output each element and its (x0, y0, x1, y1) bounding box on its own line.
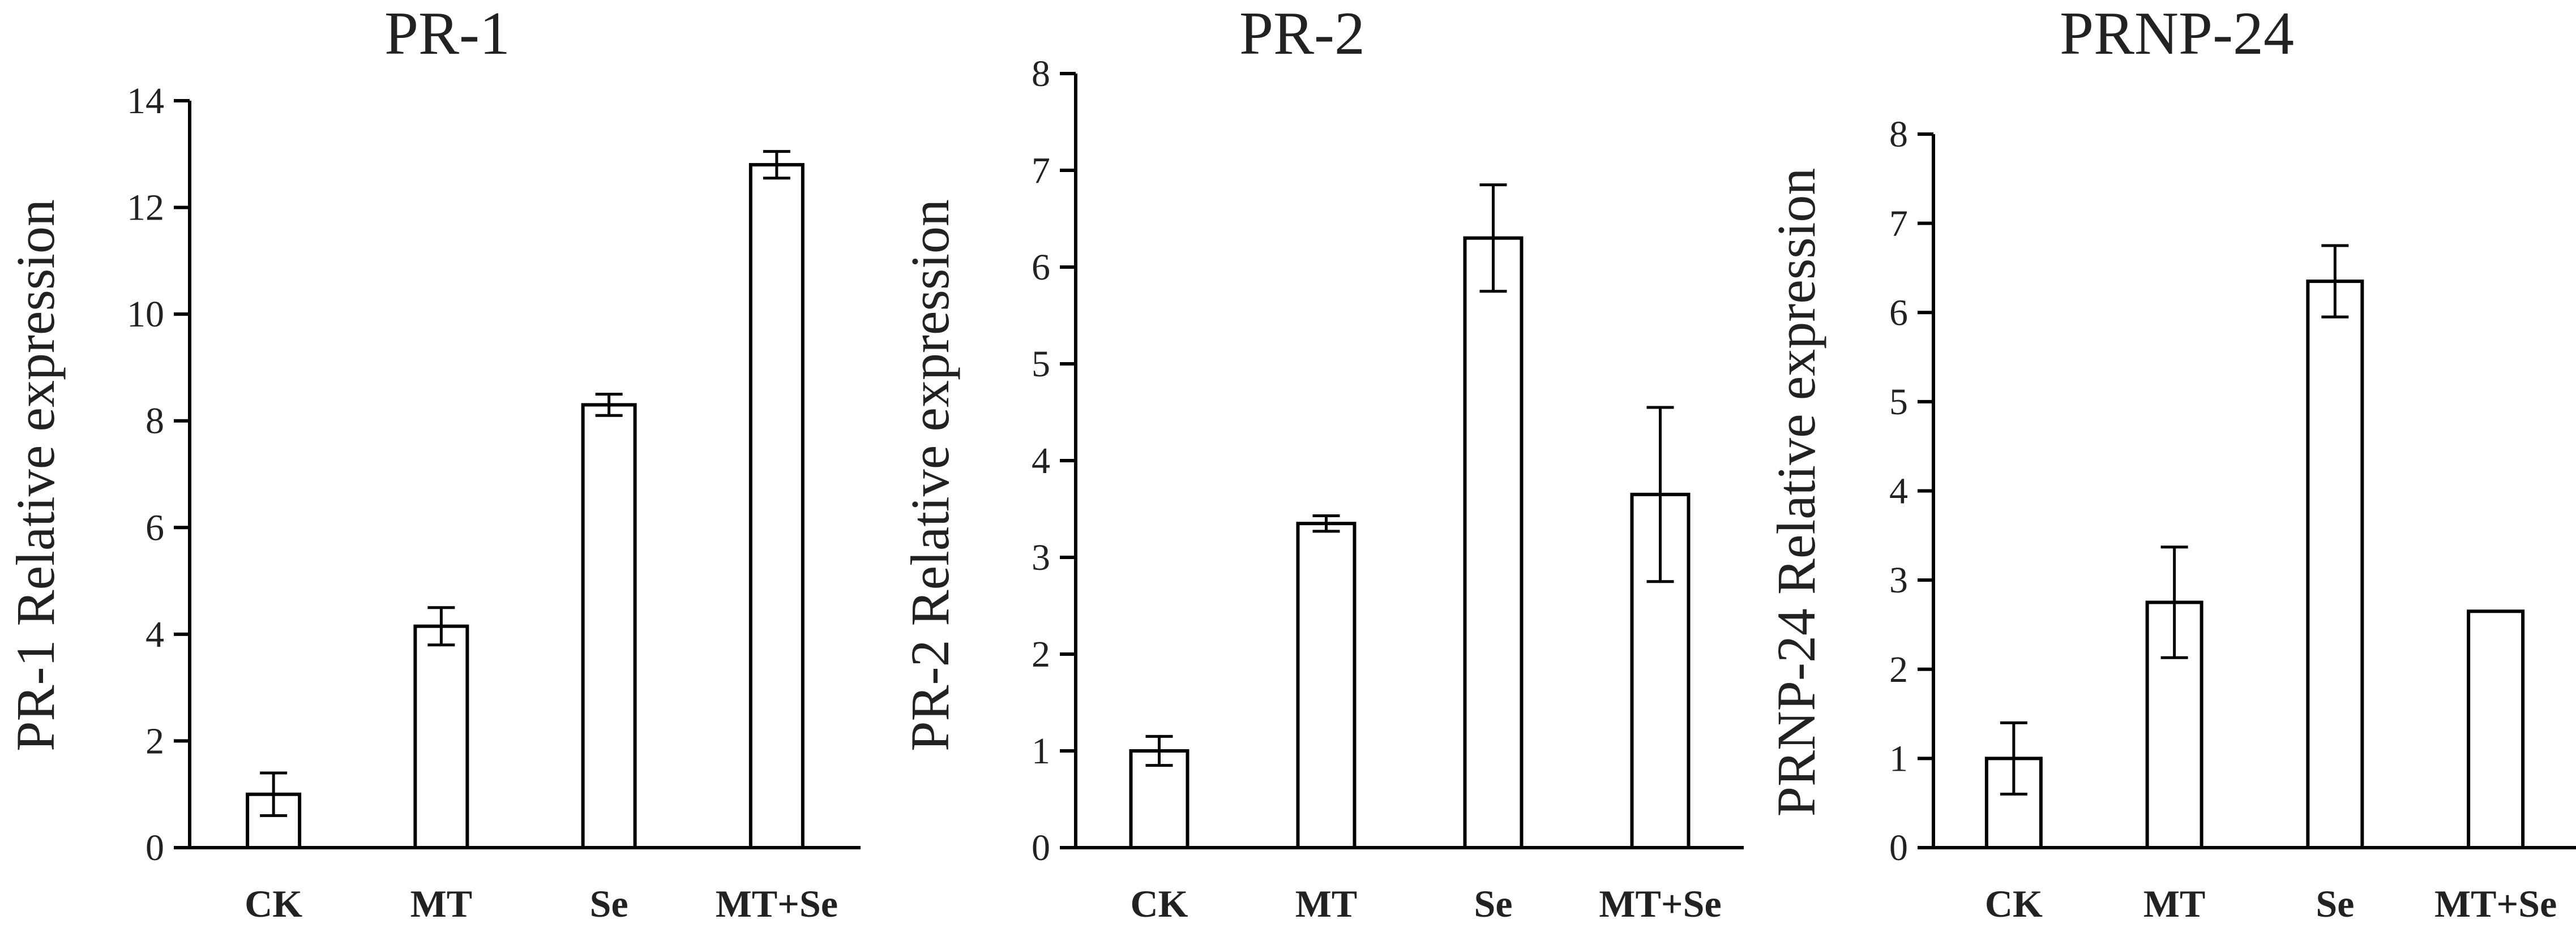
chart-title: PRNP-24 (2060, 0, 2294, 67)
error-bar (2160, 545, 2188, 659)
x-axis-ticks: CK MT Se MT+Se (1985, 882, 2557, 925)
chart-title: PR-1 (384, 0, 510, 67)
y-tick-label: 1 (1889, 738, 1908, 779)
bar-mt-se (2467, 609, 2525, 849)
chart-panel-pr-2: PR-2 PR-2 Relative expression 012345678 … (900, 0, 1744, 925)
bar-mt (1296, 522, 1357, 849)
x-tick-label: Se (2316, 882, 2354, 925)
y-tick-label: 10 (127, 294, 164, 335)
chart-panel-pr-1: PR-1 PR-1 Relative expression 0 2 4 6 8 10 12 1… (5, 0, 861, 925)
x-tick-label: CK (245, 882, 302, 925)
y-tick-label: 4 (146, 614, 164, 655)
x-tick-label: Se (590, 882, 628, 925)
x-axis-ticks: CK MT Se MT+Se (245, 882, 838, 925)
x-tick-label: CK (1985, 882, 2043, 925)
y-tick-label: 8 (146, 401, 164, 442)
error-bar (260, 771, 288, 817)
bar-se (581, 403, 637, 849)
bars (1984, 244, 2525, 849)
y-tick-label: 8 (1032, 53, 1050, 94)
y-axis-label: PRNP-24 Relative expression (1766, 168, 1826, 817)
error-bar (427, 606, 455, 647)
error-bar (2000, 721, 2027, 796)
y-axis-label: PR-2 Relative expression (900, 199, 960, 751)
y-tick-label: 0 (1889, 827, 1908, 869)
error-bar (2321, 244, 2349, 319)
y-tick-label: 3 (1889, 560, 1908, 601)
y-tick-label: 2 (146, 720, 164, 762)
bars (1129, 183, 1691, 850)
y-tick-label: 6 (1889, 292, 1908, 333)
y-tick-label: 8 (1889, 114, 1908, 155)
bar-mt-se (748, 163, 805, 850)
y-tick-label: 7 (1032, 150, 1050, 191)
y-tick-label: 4 (1889, 471, 1908, 512)
x-axis-ticks: CK MT Se MT+Se (1131, 882, 1722, 925)
x-tick-label: Se (1474, 882, 1513, 925)
x-tick-label: MT (1295, 882, 1358, 925)
error-bar (763, 150, 790, 180)
axes (1074, 74, 1744, 849)
error-bar (595, 393, 623, 417)
error-bar (1479, 183, 1507, 293)
chart-panel-prnp-24: PRNP-24 PRNP-24 Relative expression 0 1 2 3… (1766, 0, 2576, 925)
bar-ck (1129, 749, 1189, 849)
bar-se (1463, 236, 1524, 850)
axes (1932, 134, 2576, 849)
axes (188, 101, 861, 849)
y-tick-label: 6 (146, 507, 164, 548)
y-tick-label: 5 (1889, 381, 1908, 423)
y-tick-label: 2 (1032, 634, 1050, 675)
y-tick-label: 14 (127, 80, 164, 122)
bar-mt (413, 624, 469, 849)
y-tick-label: 12 (127, 187, 164, 229)
y-axis-ticks: 0 1 2 3 4 5 6 7 8 (1032, 53, 1076, 869)
x-tick-label: MT (2143, 882, 2206, 925)
x-tick-label: MT+Se (2434, 882, 2557, 925)
y-tick-label: 7 (1889, 203, 1908, 244)
bar-se (2306, 280, 2364, 849)
y-tick-label: 0 (146, 827, 164, 869)
y-tick-label: 1 (1032, 731, 1050, 772)
y-axis-label: PR-1 Relative expression (5, 199, 66, 751)
error-bar (1646, 406, 1674, 583)
error-bar (1312, 514, 1340, 533)
y-axis-ticks: 0 2 4 6 8 10 12 14 (127, 80, 190, 869)
y-axis-ticks: 0 1 2 3 4 5 6 7 8 (1889, 114, 1933, 869)
y-tick-label: 0 (1032, 827, 1050, 869)
bars (246, 150, 805, 850)
y-tick-label: 3 (1032, 537, 1050, 578)
x-tick-label: MT (410, 882, 473, 925)
y-tick-label: 2 (1889, 649, 1908, 690)
error-bar (1145, 734, 1173, 767)
chart-title: PR-2 (1239, 0, 1365, 67)
x-tick-label: MT+Se (716, 882, 838, 925)
y-tick-label: 6 (1032, 247, 1050, 288)
y-tick-label: 4 (1032, 440, 1050, 482)
x-tick-label: MT+Se (1599, 882, 1721, 925)
y-tick-label: 5 (1032, 343, 1050, 385)
x-tick-label: CK (1131, 882, 1188, 925)
